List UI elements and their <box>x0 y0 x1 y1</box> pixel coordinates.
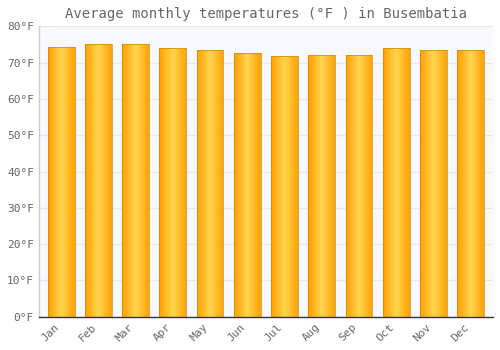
Bar <box>85 44 112 317</box>
Bar <box>48 47 74 317</box>
Bar <box>420 50 447 317</box>
Title: Average monthly temperatures (°F ) in Busembatia: Average monthly temperatures (°F ) in Bu… <box>65 7 467 21</box>
Bar <box>346 55 372 317</box>
Bar <box>234 53 260 317</box>
Bar <box>308 55 335 317</box>
Bar <box>196 50 224 317</box>
Bar <box>160 48 186 317</box>
Bar <box>271 56 298 317</box>
Bar <box>383 48 409 317</box>
Bar <box>122 44 149 317</box>
Bar <box>458 49 484 317</box>
